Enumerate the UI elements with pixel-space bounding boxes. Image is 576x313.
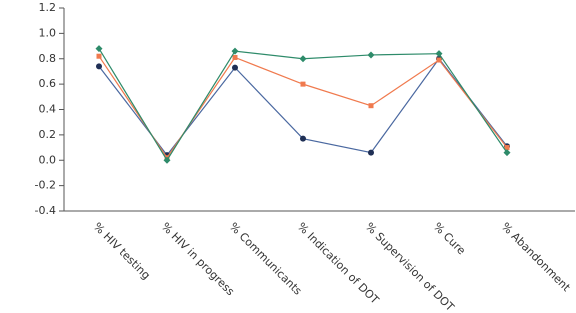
y-tick-label: 0.8 — [39, 52, 57, 65]
y-tick-label: 0.2 — [39, 128, 57, 141]
y-tick-label: 1.0 — [39, 26, 57, 39]
x-tick-label: % Cure — [431, 220, 468, 257]
series-line — [98, 48, 508, 162]
marker — [368, 149, 374, 156]
marker — [300, 135, 306, 142]
x-tick-label: % HIV in progress — [159, 220, 237, 298]
y-tick-label: 1.2 — [39, 1, 57, 14]
marker — [95, 45, 103, 53]
y-tick-label: -0.2 — [35, 179, 56, 192]
marker — [96, 53, 102, 59]
marker — [232, 54, 238, 60]
marker — [504, 145, 510, 151]
marker — [367, 51, 375, 59]
y-tick-label: 0.0 — [39, 153, 57, 166]
marker — [232, 64, 238, 71]
marker — [300, 81, 306, 87]
y-tick-label: 0.4 — [39, 103, 57, 116]
marker — [503, 149, 511, 157]
y-tick-label: 0.6 — [39, 77, 57, 90]
marker — [163, 156, 171, 164]
x-tick-label: % Communicants — [227, 220, 305, 298]
x-tick-label: % HIV testing — [91, 220, 153, 282]
y-tick-label: -0.4 — [35, 204, 56, 217]
marker — [436, 57, 442, 63]
marker — [96, 63, 102, 70]
x-tick-label: % Abandonment — [499, 220, 573, 294]
marker — [435, 50, 443, 58]
marker — [368, 103, 374, 109]
series-line — [98, 55, 508, 159]
marker — [299, 55, 307, 63]
marker — [231, 47, 239, 55]
